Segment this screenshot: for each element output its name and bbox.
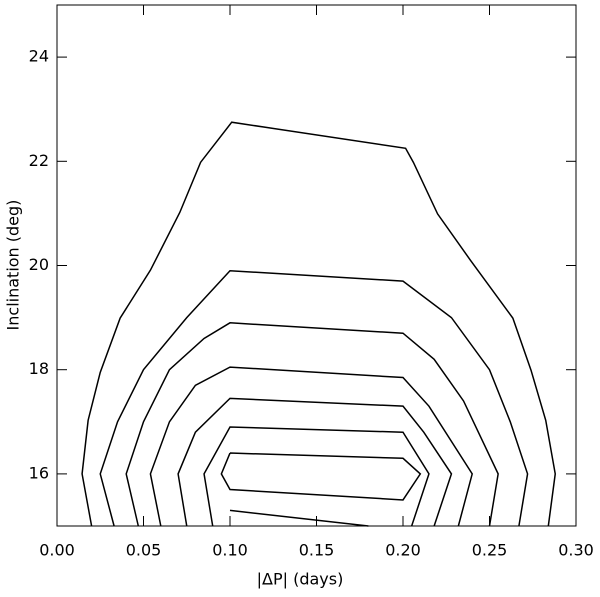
x-tick-label: 0.25 bbox=[472, 541, 508, 560]
y-tick-label: 20 bbox=[29, 255, 49, 274]
y-axis-label: Inclination (deg) bbox=[4, 200, 23, 331]
x-tick-label: 0.30 bbox=[558, 541, 594, 560]
x-tick-label: 0.15 bbox=[299, 541, 335, 560]
contour-line bbox=[203, 426, 430, 527]
y-tick-label: 16 bbox=[29, 463, 49, 482]
contour-line bbox=[149, 366, 474, 527]
x-tick-label: 0.00 bbox=[39, 541, 75, 560]
x-axis-label: |ΔP| (days) bbox=[257, 570, 344, 589]
x-tick-label: 0.05 bbox=[126, 541, 162, 560]
contour-line bbox=[99, 269, 529, 527]
x-tick-label: 0.10 bbox=[212, 541, 248, 560]
contour-line bbox=[81, 121, 556, 527]
y-tick-label: 18 bbox=[29, 359, 49, 378]
x-tick-label: 0.20 bbox=[385, 541, 421, 560]
y-tick-label: 22 bbox=[29, 151, 49, 170]
contour-line bbox=[229, 509, 369, 527]
contour-line bbox=[125, 322, 499, 527]
y-tick-label: 24 bbox=[29, 47, 49, 66]
contour-line bbox=[177, 397, 453, 527]
contour-line bbox=[220, 452, 422, 501]
